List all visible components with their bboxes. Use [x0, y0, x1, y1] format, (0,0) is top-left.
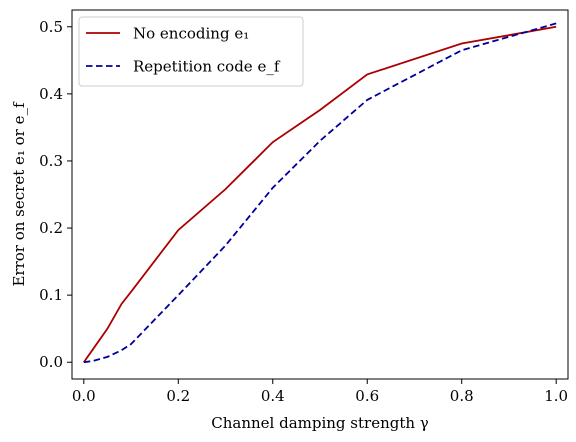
- series-line-1: [83, 22, 557, 364]
- y-tick-label: 0.5: [39, 18, 63, 36]
- x-tick-label: 0.8: [450, 387, 474, 405]
- y-axis-ticks: 0.0 0.1 0.2 0.3 0.4 0.5: [39, 18, 72, 371]
- x-tick-label: 0.0: [72, 387, 96, 405]
- x-tick-label: 0.4: [261, 387, 285, 405]
- x-tick-label: 0.6: [355, 387, 379, 405]
- x-tick-label: 0.2: [166, 387, 190, 405]
- legend: No encoding e₁ Repetition code e_f: [78, 16, 304, 87]
- plot-frame: [71, 9, 569, 380]
- series-layer: [83, 22, 557, 364]
- y-tick-label: 0.4: [39, 85, 63, 103]
- legend-label-repetition-code: Repetition code e_f: [133, 58, 281, 76]
- legend-label-no-encoding: No encoding e₁: [133, 25, 249, 43]
- series-line-0: [83, 25, 557, 363]
- x-axis-ticks: 0.0 0.2 0.4 0.6 0.8 1.0: [72, 379, 568, 405]
- y-tick-label: 0.2: [39, 219, 63, 237]
- x-tick-label: 1.0: [544, 387, 568, 405]
- y-axis-label: Error on secret e₁ or e_f: [10, 101, 28, 287]
- x-axis-label: Channel damping strength γ: [211, 414, 429, 432]
- y-tick-label: 0.1: [39, 286, 63, 304]
- y-tick-label: 0.0: [39, 353, 63, 371]
- legend-box: [78, 16, 304, 87]
- y-tick-label: 0.3: [39, 152, 63, 170]
